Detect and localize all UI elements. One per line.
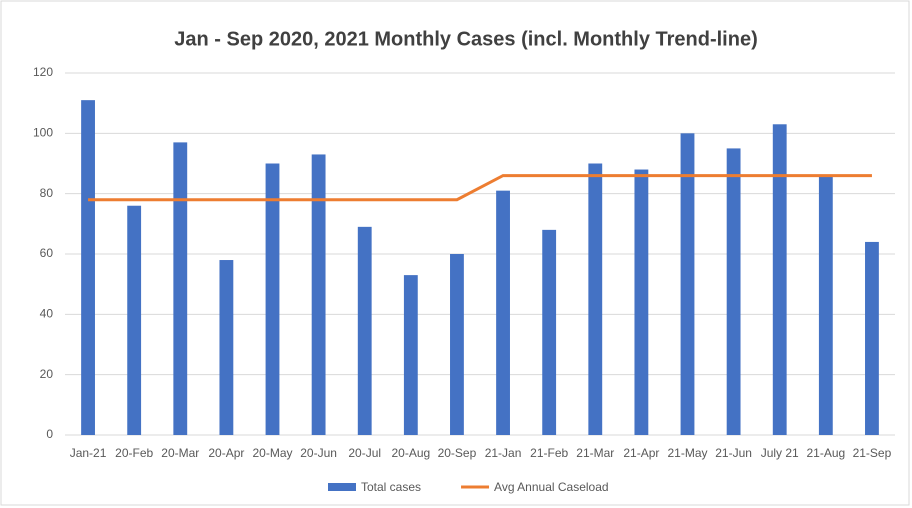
x-tick-label: 20-Sep [438, 446, 477, 460]
bar [634, 169, 649, 436]
bar [173, 142, 188, 435]
x-tick-label: July 21 [761, 446, 799, 460]
chart-title: Jan - Sep 2020, 2021 Monthly Cases (incl… [174, 28, 758, 50]
x-tick-label: 21-Mar [576, 446, 614, 460]
x-tick-label: 20-Apr [208, 446, 244, 460]
bar [865, 241, 879, 435]
y-tick-label: 60 [40, 246, 54, 260]
bar [726, 148, 741, 435]
bar [311, 154, 326, 435]
bar [588, 163, 603, 435]
y-tick-label: 40 [40, 307, 54, 321]
y-tick-label: 120 [33, 65, 53, 79]
x-tick-label: 21-Jun [715, 446, 752, 460]
trend-line [88, 174, 872, 202]
bar [357, 226, 372, 435]
bar [496, 190, 510, 435]
x-tick-label: 21-Apr [623, 446, 659, 460]
bar [450, 254, 464, 435]
bar [542, 229, 557, 435]
bar [127, 205, 142, 435]
y-tick-label: 0 [46, 427, 53, 441]
x-tick-label: 20-Aug [391, 446, 430, 460]
y-tick-label: 80 [40, 186, 54, 200]
x-tick-label: 21-Sep [853, 446, 892, 460]
x-tick-label: 21-Feb [530, 446, 568, 460]
bar [403, 275, 418, 435]
x-tick-label: 21-Aug [806, 446, 845, 460]
x-tick-label: 20-Feb [115, 446, 153, 460]
x-tick-label: 21-Jan [485, 446, 522, 460]
x-tick-label: 20-Jun [300, 446, 337, 460]
bar [219, 260, 234, 435]
x-tick-label: 20-Mar [161, 446, 199, 460]
bar [818, 175, 833, 436]
bar [265, 163, 280, 435]
y-tick-label: 20 [40, 367, 54, 381]
bar [680, 133, 695, 436]
y-tick-label: 100 [33, 126, 53, 140]
legend-label: Avg Annual Caseload [494, 480, 609, 494]
x-tick-label: 21-May [667, 446, 707, 460]
legend-swatch [328, 483, 356, 491]
bar [81, 100, 95, 436]
x-tick-label: 20-May [252, 446, 292, 460]
bar [772, 124, 787, 436]
legend-label: Total cases [361, 480, 421, 494]
x-tick-label: Jan-21 [70, 446, 107, 460]
x-tick-label: 20-Jul [348, 446, 381, 460]
